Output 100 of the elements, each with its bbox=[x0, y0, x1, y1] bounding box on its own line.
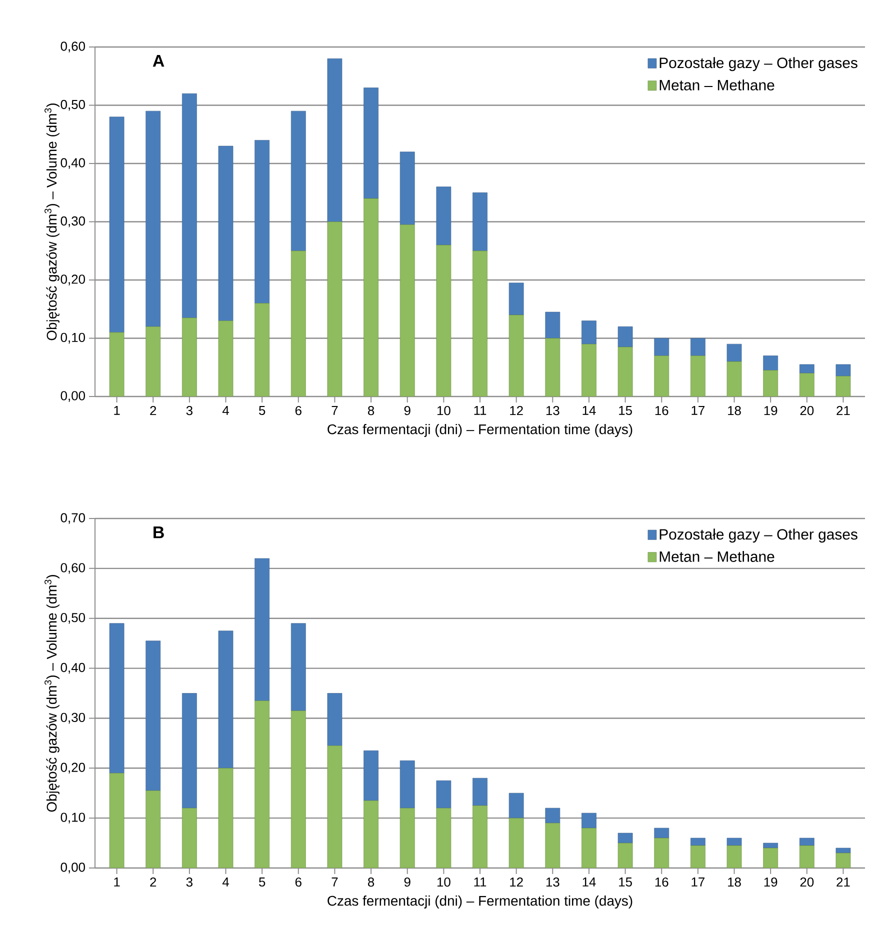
bar bbox=[146, 790, 161, 868]
bar bbox=[218, 146, 234, 321]
x-tick-label: 11 bbox=[474, 878, 486, 886]
x-tick-label: 4 bbox=[222, 878, 229, 886]
bar bbox=[618, 346, 633, 396]
y-axis-title: Objętość gazów (dm$^{3}$) – Volume (dm$^{3}$) bbox=[44, 104, 60, 340]
bar bbox=[146, 640, 161, 791]
bar bbox=[400, 760, 415, 808]
bar bbox=[799, 845, 814, 868]
y-tick-label: 0,20 bbox=[60, 274, 86, 286]
bar bbox=[109, 116, 124, 333]
bar bbox=[254, 140, 270, 304]
legend-label: Pozostałe gazy – Other gases bbox=[660, 528, 858, 543]
x-tick-label: 10 bbox=[437, 406, 450, 416]
bar bbox=[763, 370, 778, 396]
bar bbox=[618, 832, 633, 844]
x-tick-label: 16 bbox=[655, 877, 668, 887]
y-tick-label: 0,20 bbox=[60, 762, 86, 774]
x-tick-label: 17 bbox=[692, 406, 704, 415]
x-tick-label: 21 bbox=[836, 406, 850, 416]
x-tick-label: 3 bbox=[186, 877, 192, 887]
bar bbox=[327, 693, 342, 746]
bar bbox=[182, 93, 197, 318]
bar bbox=[763, 848, 778, 868]
x-tick-label: 20 bbox=[800, 877, 814, 887]
x-tick-label: 18 bbox=[728, 406, 741, 416]
bar bbox=[182, 693, 197, 808]
bar bbox=[763, 356, 778, 370]
bar bbox=[364, 198, 378, 396]
bar bbox=[836, 364, 851, 376]
bar bbox=[726, 344, 742, 362]
x-tick-label: 2 bbox=[150, 877, 156, 887]
chart-title: B bbox=[154, 526, 164, 538]
y-tick-label: 0,10 bbox=[60, 812, 86, 824]
bar bbox=[472, 805, 488, 868]
bar bbox=[146, 110, 161, 327]
bar bbox=[400, 152, 415, 225]
bar bbox=[545, 822, 560, 868]
x-tick-label: 7 bbox=[332, 406, 338, 415]
bar bbox=[582, 344, 596, 396]
bar bbox=[726, 838, 742, 846]
bar bbox=[290, 623, 306, 711]
y-tick-label: 0,70 bbox=[60, 513, 86, 524]
y-tick-label: 0,00 bbox=[60, 862, 86, 874]
y-tick-label: 0,40 bbox=[60, 158, 86, 169]
bar bbox=[400, 224, 415, 396]
bar bbox=[545, 808, 560, 824]
bar bbox=[654, 828, 670, 838]
x-tick-label: 12 bbox=[510, 406, 523, 416]
bar bbox=[799, 364, 814, 374]
bar bbox=[726, 361, 742, 396]
y-tick-label: 0,50 bbox=[60, 100, 86, 111]
y-tick-label: 0,10 bbox=[60, 332, 86, 344]
x-tick-label: 13 bbox=[546, 406, 560, 416]
bar bbox=[327, 58, 342, 222]
bar bbox=[364, 750, 378, 801]
bar bbox=[400, 808, 415, 868]
bar bbox=[690, 356, 706, 396]
bar bbox=[436, 186, 452, 246]
y-tick-label: 0,30 bbox=[60, 216, 86, 228]
x-tick-label: 19 bbox=[764, 406, 778, 416]
bar bbox=[472, 250, 488, 396]
x-tick-label: 21 bbox=[836, 877, 850, 887]
bar bbox=[182, 318, 197, 396]
x-tick-label: 1 bbox=[114, 406, 120, 415]
bar bbox=[182, 808, 197, 868]
bar bbox=[290, 710, 306, 868]
x-tick-label: 7 bbox=[332, 878, 338, 886]
bar bbox=[508, 818, 524, 868]
y-tick-label: 0,60 bbox=[60, 42, 86, 52]
bar bbox=[254, 558, 270, 701]
bar bbox=[109, 332, 124, 396]
bar bbox=[508, 792, 524, 818]
x-tick-label: 15 bbox=[619, 406, 632, 416]
bar bbox=[836, 376, 851, 396]
x-tick-label: 11 bbox=[474, 406, 486, 415]
bar bbox=[146, 326, 161, 396]
y-tick-label: 0,30 bbox=[60, 712, 86, 724]
bar bbox=[109, 772, 124, 868]
bar bbox=[218, 768, 234, 868]
bar bbox=[436, 808, 452, 868]
x-tick-label: 16 bbox=[655, 406, 668, 416]
bar bbox=[508, 282, 524, 316]
bar bbox=[836, 848, 851, 854]
bar bbox=[654, 356, 670, 396]
x-tick-label: 10 bbox=[437, 877, 450, 887]
bar bbox=[654, 838, 670, 868]
bar bbox=[508, 314, 524, 396]
bar bbox=[327, 746, 342, 868]
legend-label: Metan – Methane bbox=[660, 79, 774, 90]
bar bbox=[799, 373, 814, 396]
bar bbox=[582, 812, 596, 828]
x-tick-label: 6 bbox=[295, 406, 302, 416]
bar bbox=[799, 838, 814, 846]
x-tick-label: 15 bbox=[619, 878, 632, 887]
x-tick-label: 9 bbox=[404, 877, 410, 887]
y-tick-label: 0,60 bbox=[60, 563, 86, 574]
x-axis-title: Czas fermentacji (dni) – Fermentation time (days) bbox=[328, 424, 632, 437]
y-tick-label: 0,50 bbox=[60, 613, 86, 624]
x-axis-title: Czas fermentacji (dni) – Fermentation time (days) bbox=[328, 896, 632, 909]
